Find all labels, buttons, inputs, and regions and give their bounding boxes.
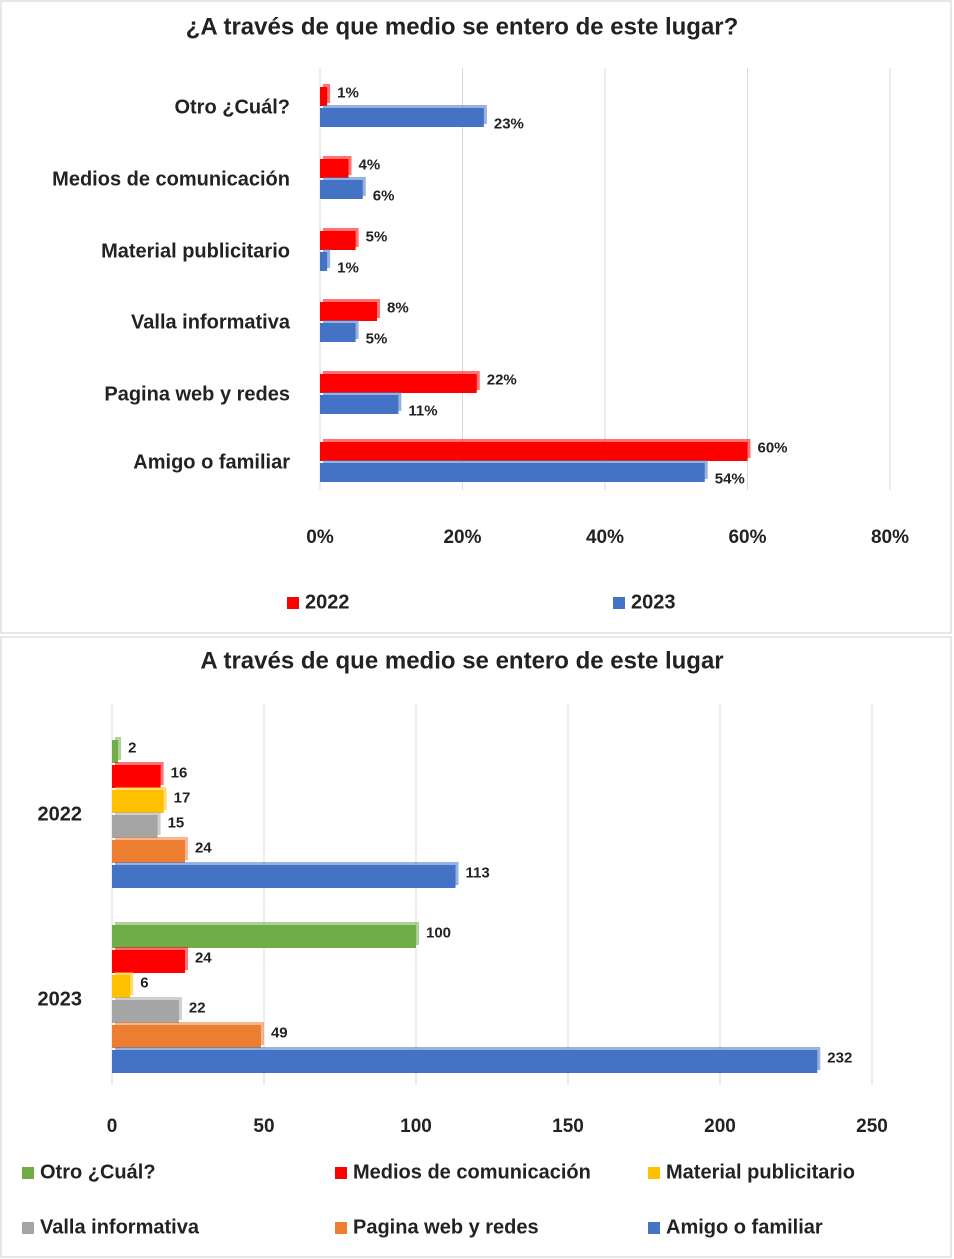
data-label: 1% [337,259,359,276]
x-tick-label: 80% [871,527,909,548]
legend-label: Otro ¿Cuál? [40,1161,156,1183]
data-label: 22 [189,999,206,1016]
bar [112,1050,818,1073]
x-tick-label: 0 [107,1116,118,1137]
bar [112,765,161,788]
data-label: 24 [195,949,212,966]
legend-swatch [335,1167,347,1179]
x-tick-label: 20% [443,527,481,548]
x-tick-label: 150 [552,1116,584,1137]
bar [320,463,705,482]
category-label: 2022 [38,803,83,825]
data-label: 49 [271,1024,288,1041]
data-label: 17 [174,789,191,806]
bar [320,231,356,250]
data-label: 6 [140,974,148,991]
category-label: Medios de comunicación [52,168,290,190]
legend-label: Medios de comunicación [353,1161,591,1183]
bar [320,252,328,271]
x-tick-label: 40% [586,527,624,548]
data-label: 24 [195,839,212,856]
legend-label: 2022 [305,591,350,613]
data-label: 60% [758,439,788,456]
data-label: 5% [366,228,388,245]
legend-label: Material publicitario [666,1161,855,1183]
data-label: 8% [387,299,409,316]
chart-title: A través de que medio se entero de este … [200,647,723,674]
data-label: 16 [171,764,188,781]
x-tick-label: 50 [253,1116,274,1137]
category-label: Amigo o familiar [133,451,290,473]
legend-swatch [648,1167,660,1179]
data-label: 5% [366,330,388,347]
x-tick-label: 200 [704,1116,736,1137]
x-tick-label: 100 [400,1116,432,1137]
bar [112,790,164,813]
bar [320,302,377,321]
data-label: 1% [337,84,359,101]
category-label: 2023 [38,988,83,1010]
data-label: 23% [494,115,524,132]
bar [112,865,456,888]
bar [112,1000,179,1023]
bar [320,180,363,199]
data-label: 54% [715,470,745,487]
legend-label: Pagina web y redes [353,1216,539,1238]
data-label: 6% [373,187,395,204]
data-label: 4% [359,156,381,173]
data-label: 100 [426,924,451,941]
category-label: Material publicitario [101,240,290,262]
bar [320,374,477,393]
legend-label: Amigo o familiar [666,1216,823,1238]
x-tick-label: 250 [856,1116,888,1137]
data-label: 2 [128,739,136,756]
legend-swatch [648,1222,660,1234]
bar [112,925,416,948]
legend-swatch [22,1167,34,1179]
bar [320,108,484,127]
x-tick-label: 60% [728,527,766,548]
category-label: Valla informativa [131,311,291,333]
bar [112,840,185,863]
data-label: 232 [827,1049,852,1066]
legend-swatch [22,1222,34,1234]
bar [320,442,748,461]
bar [112,975,131,998]
legend-label: 2023 [631,591,676,613]
bar [112,740,119,763]
legend-label: Valla informativa [40,1216,200,1238]
bar [320,159,349,178]
data-label: 113 [466,864,490,881]
bar [320,323,356,342]
category-label: Pagina web y redes [104,383,290,405]
bar [320,87,328,106]
data-label: 22% [487,371,517,388]
x-tick-label: 0% [306,527,334,548]
legend-swatch [335,1222,347,1234]
bar [320,395,399,414]
data-label: 11% [408,402,437,419]
chart-title: ¿A través de que medio se entero de este… [186,13,739,40]
legend-swatch [287,597,299,609]
bar [112,815,158,838]
data-label: 15 [168,814,185,831]
bar [112,950,185,973]
bar [112,1025,261,1048]
legend-swatch [613,597,625,609]
category-label: Otro ¿Cuál? [174,96,290,118]
